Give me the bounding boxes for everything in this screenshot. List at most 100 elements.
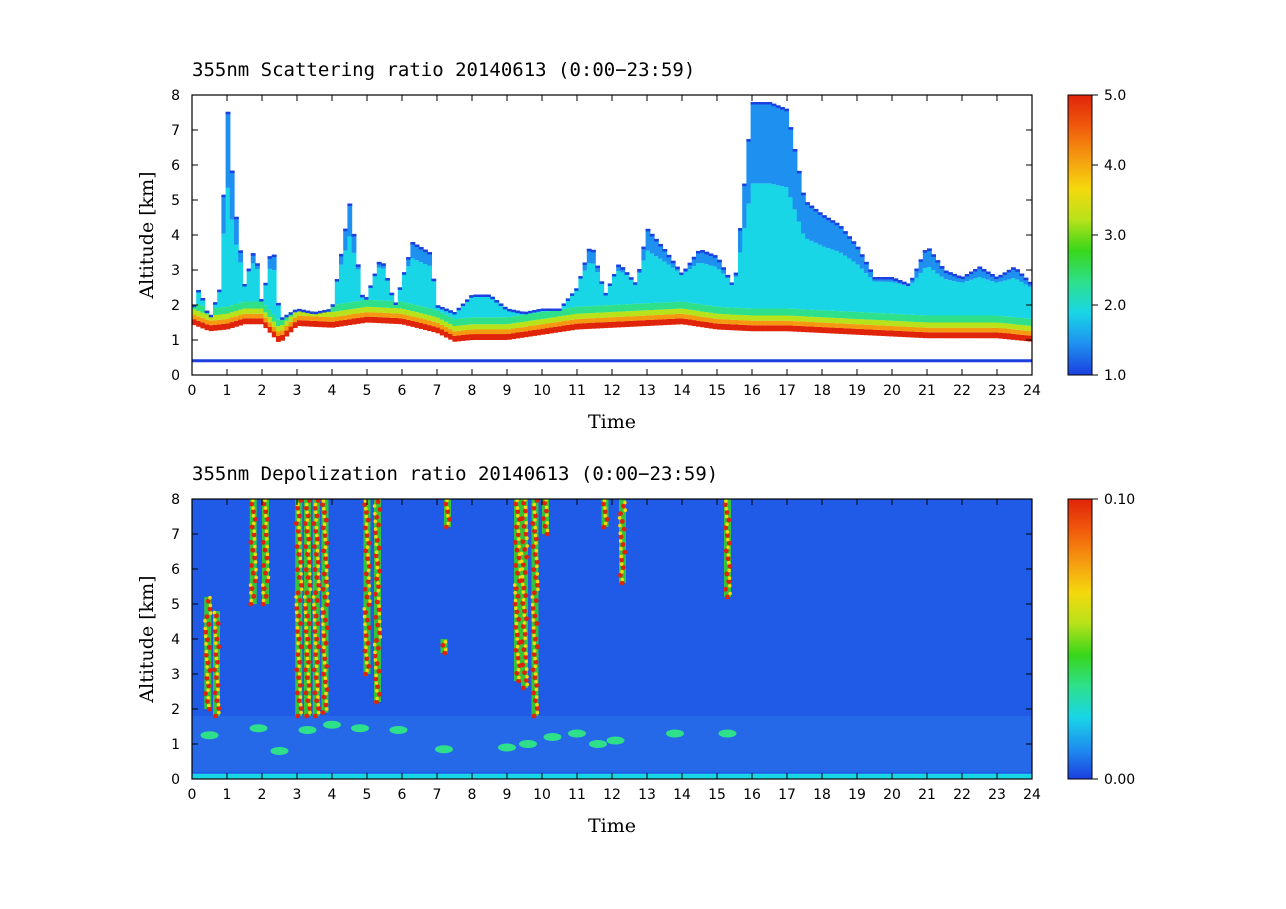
scattering-cell [733, 272, 739, 276]
depol-speck [298, 687, 302, 692]
depol-speck [322, 661, 327, 665]
scattering-cell [948, 272, 953, 275]
depolization-y-tick-label: 8 [171, 492, 180, 508]
depol-speck [260, 540, 266, 545]
scattering-cell [435, 305, 441, 311]
depol-speck [362, 607, 367, 611]
scattering-cell [826, 327, 831, 334]
scattering-cell [234, 316, 239, 321]
scattering-cell [708, 265, 714, 306]
depol-speck [297, 513, 302, 519]
depol-speck [375, 645, 381, 651]
scattering-cell [868, 319, 873, 325]
scattering-cell [964, 322, 970, 328]
scattering-cell [733, 319, 739, 325]
depol-speck [365, 517, 371, 523]
depol-speck [306, 549, 311, 553]
scattering-cell [368, 306, 374, 313]
depol-speck [213, 675, 219, 680]
scattering-cell [927, 322, 932, 328]
depol-speck [262, 547, 268, 553]
depol-speck [305, 698, 311, 703]
depol-speck [534, 705, 540, 711]
scattering-cell [637, 273, 642, 304]
scattering-cell [767, 325, 773, 332]
depol-speck [520, 662, 526, 668]
depolization-colorbar: 0.000.10 [1067, 492, 1135, 788]
depol-column [542, 499, 549, 534]
scattering-cell [452, 335, 458, 342]
depol-speck [205, 665, 209, 669]
scattering-cell [759, 102, 764, 184]
depol-speck [445, 509, 451, 514]
depolization-x-tick-label: 3 [293, 787, 302, 803]
scattering-cell [750, 102, 756, 184]
scattering-cell [372, 273, 378, 277]
scattering-cell [502, 324, 508, 330]
scattering-cell [658, 258, 663, 303]
depol-speck [294, 605, 300, 611]
scattering-colorbar-gradient [1067, 94, 1093, 376]
scattering-cell [843, 318, 848, 324]
scattering-cell [838, 323, 844, 328]
scattering-cell [733, 324, 739, 331]
depol-speck [322, 507, 326, 511]
depol-speck [367, 584, 372, 588]
depol-speck [204, 657, 209, 662]
depol-speck [374, 542, 379, 547]
scattering-cell [234, 304, 239, 312]
depol-speck [321, 671, 326, 677]
depol-speck [524, 659, 529, 664]
depol-speck [534, 549, 539, 553]
depol-patch [323, 720, 341, 729]
scattering-cell [952, 281, 957, 316]
depol-speck [297, 672, 302, 676]
depol-speck [317, 587, 322, 592]
depol-speck [295, 652, 301, 657]
depol-speck [544, 508, 549, 514]
depol-speck [366, 625, 372, 631]
scattering-cell [540, 328, 546, 335]
depol-speck [726, 517, 732, 523]
scattering-cell [931, 327, 936, 333]
scattering-cell [649, 310, 655, 316]
depol-speck [513, 624, 518, 630]
depol-speck [313, 590, 318, 596]
scattering-cell [935, 332, 941, 339]
scattering-cell [620, 304, 626, 312]
scattering-cell [754, 308, 760, 316]
scattering-cell [637, 320, 642, 327]
scattering-cell [217, 314, 222, 320]
depol-speck [514, 614, 518, 618]
depol-speck [297, 598, 303, 603]
scattering-cell [1002, 272, 1008, 275]
depol-speck [312, 628, 318, 634]
scattering-cell [221, 233, 227, 308]
scattering-cell [981, 315, 987, 323]
depol-speck [248, 540, 254, 545]
scattering-cell [347, 314, 353, 320]
scattering-cell [721, 273, 726, 308]
depol-speck [260, 601, 266, 607]
scattering-ratio-panel: 355nm Scattering ratio 20140613 (0:00−23… [136, 59, 1126, 433]
scattering-cell [1023, 325, 1029, 331]
depol-patch [666, 729, 684, 738]
depol-speck [208, 603, 213, 608]
depol-speck [314, 698, 320, 703]
scattering-cell [448, 329, 453, 334]
depol-speck [522, 608, 527, 614]
scattering-cell [796, 309, 802, 317]
scattering-cell [259, 308, 264, 314]
scattering-cell [616, 311, 621, 317]
scattering-cell [754, 315, 760, 321]
scattering-x-tick-label: 13 [638, 383, 656, 399]
scattering-cell [360, 312, 365, 318]
depol-speck [296, 613, 302, 619]
scattering-cell [385, 278, 390, 281]
depol-speck [313, 495, 317, 499]
scattering-cell [414, 312, 420, 318]
scattering-cell [649, 315, 655, 320]
scattering-cell [498, 303, 504, 318]
scattering-cell [973, 327, 978, 333]
scattering-cell [418, 247, 424, 250]
